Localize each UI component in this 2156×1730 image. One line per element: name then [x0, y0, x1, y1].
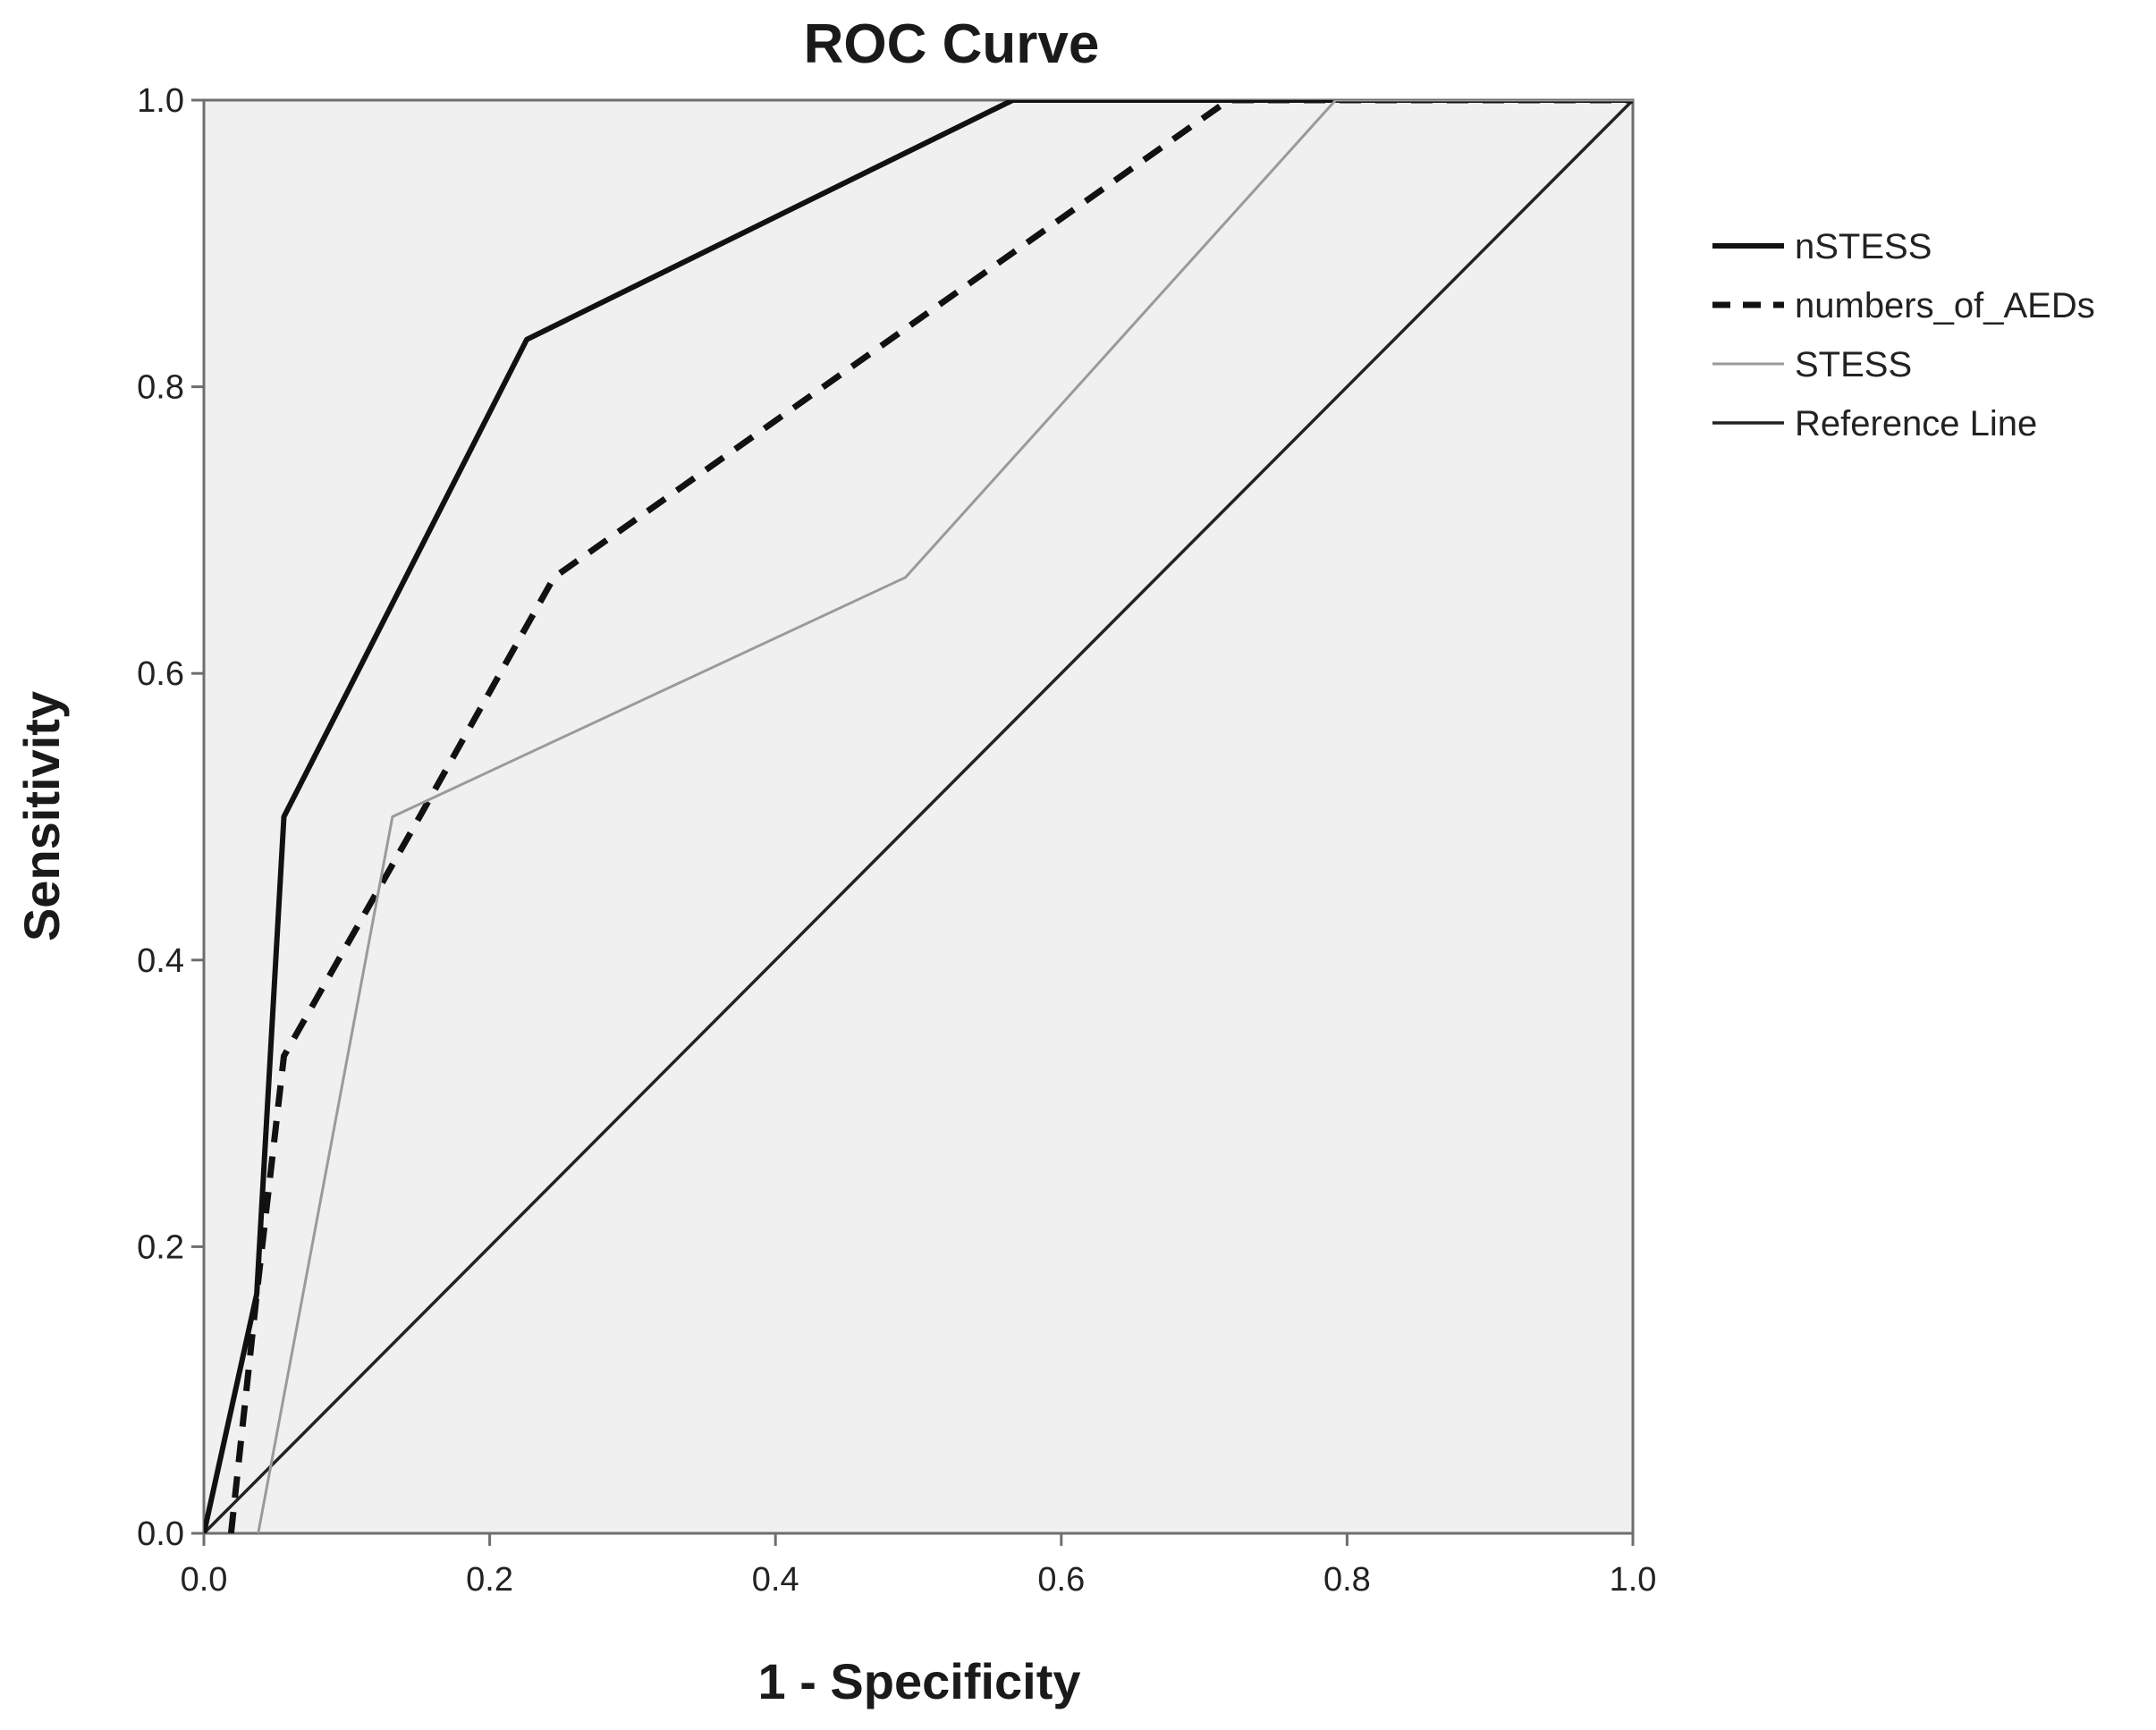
legend-label: STESS: [1795, 345, 1912, 384]
legend-label: nSTESS: [1795, 227, 1932, 266]
x-tick-label: 0.6: [1037, 1561, 1085, 1599]
y-axis-ticks: 0.0 0.2 0.4 0.6 0.8 1.0: [137, 82, 204, 1553]
legend-label: Reference Line: [1795, 404, 2037, 443]
series-line-stess: [257, 100, 1633, 1533]
series-layer: [204, 100, 1633, 1533]
x-tick-label: 0.8: [1323, 1561, 1371, 1599]
y-tick-label: 1.0: [137, 82, 184, 120]
x-axis-label: 1 - Specificity: [757, 1653, 1080, 1709]
series-line-nstess: [204, 100, 1633, 1533]
y-tick-label: 0.2: [137, 1228, 184, 1266]
x-tick-label: 0.2: [466, 1561, 513, 1599]
y-tick-label: 0.6: [137, 655, 184, 693]
legend: nSTESS numbers_of_AEDs STESS Reference Line: [1712, 227, 2095, 443]
legend-label: numbers_of_AEDs: [1795, 286, 2095, 325]
x-axis-ticks: 0.0 0.2 0.4 0.6 0.8 1.0: [181, 1533, 1657, 1599]
series-line-numbers-of-aeds: [227, 100, 1633, 1533]
x-tick-label: 1.0: [1610, 1561, 1657, 1599]
y-tick-label: 0.4: [137, 942, 184, 980]
chart-title: ROC Curve: [804, 13, 1100, 75]
y-tick-label: 0.8: [137, 369, 184, 407]
y-tick-label: 0.0: [137, 1515, 184, 1553]
series-line-reference-line: [204, 100, 1633, 1533]
x-tick-label: 0.0: [181, 1561, 228, 1599]
x-tick-label: 0.4: [752, 1561, 799, 1599]
y-axis-label: Sensitivity: [13, 691, 70, 941]
